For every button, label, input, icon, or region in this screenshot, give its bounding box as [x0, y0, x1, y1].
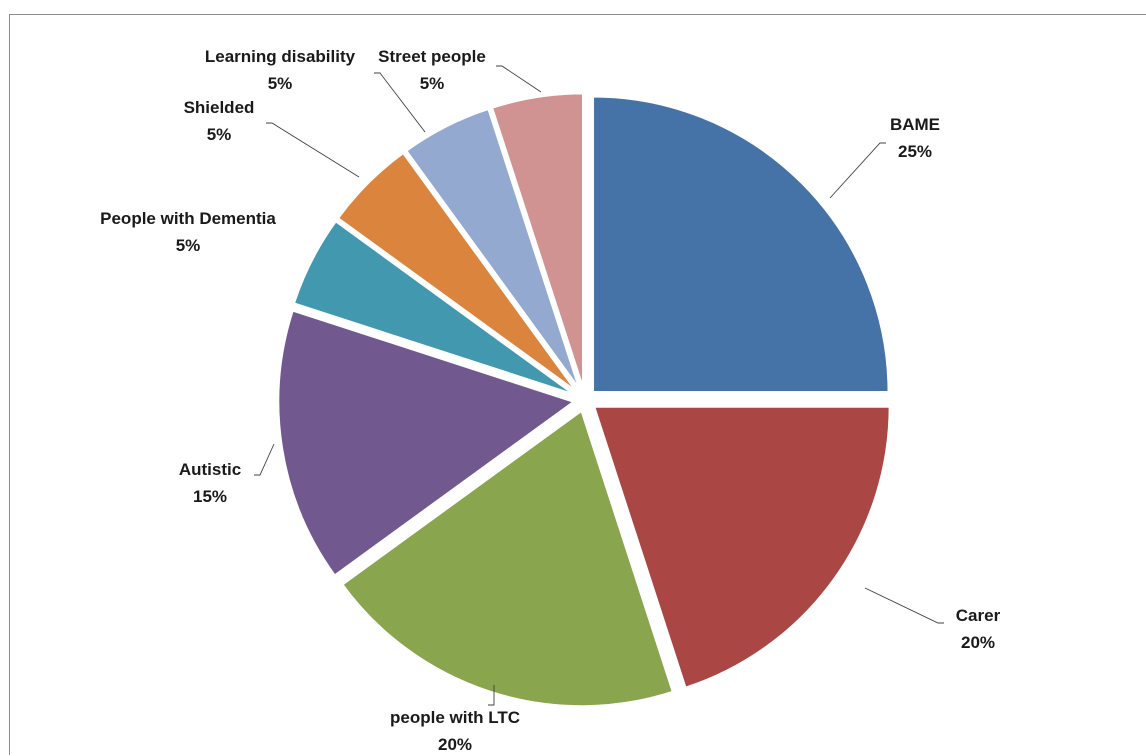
- pie-slice-learning-disability: [404, 107, 582, 391]
- slice-label-value: 5%: [176, 236, 201, 255]
- pie-slice-street-people: [490, 91, 585, 390]
- pie-slice-carer: [592, 405, 892, 690]
- slice-label-name: Learning disability: [205, 47, 356, 66]
- slice-label-name: People with Dementia: [100, 209, 276, 228]
- pie-slices: [276, 91, 892, 708]
- slice-label-value: 5%: [207, 125, 232, 144]
- slice-labels: BAME 25% Carer 20% people with LTC 20% Autisti…: [100, 47, 1000, 754]
- slice-label-name: BAME: [890, 115, 940, 134]
- pie-slice-autistic: [276, 308, 577, 578]
- slice-label-value: 20%: [961, 633, 995, 652]
- leader-line: [488, 685, 495, 706]
- slice-label-value: 5%: [420, 74, 445, 93]
- slice-label-value: 20%: [438, 735, 472, 754]
- leader-line: [374, 72, 426, 133]
- chart-area: BAME 25% Carer 20% people with LTC 20% Autisti…: [9, 14, 1146, 755]
- pie-slice-people-with-ltc: [340, 408, 675, 708]
- leader-line: [496, 65, 542, 93]
- pie-slice-shielded: [336, 151, 579, 394]
- pie-slice-people-with-dementia: [292, 219, 576, 397]
- slice-label-name: Shielded: [184, 98, 255, 117]
- leader-line: [266, 122, 360, 178]
- slice-label-value: 5%: [268, 74, 293, 93]
- slice-label-name: Street people: [378, 47, 486, 66]
- leader-line: [829, 142, 886, 199]
- leader-lines: [254, 65, 944, 706]
- slice-label-name: Carer: [956, 606, 1001, 625]
- slice-label-value: 25%: [898, 142, 932, 161]
- slice-label-name: people with LTC: [390, 708, 520, 727]
- pie-slice-bame: [591, 94, 891, 394]
- leader-line: [254, 443, 275, 476]
- leader-line: [864, 587, 944, 624]
- slice-label-name: Autistic: [179, 460, 241, 479]
- slice-label-value: 15%: [193, 487, 227, 506]
- pie-chart: BAME 25% Carer 20% people with LTC 20% Autisti…: [100, 47, 1000, 754]
